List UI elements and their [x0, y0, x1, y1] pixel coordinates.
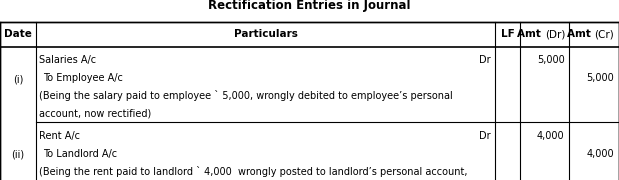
- Text: 4,000: 4,000: [537, 131, 565, 141]
- Text: Dr: Dr: [478, 131, 490, 141]
- Text: (Dr): (Dr): [545, 29, 565, 39]
- Text: Amt: Amt: [517, 29, 545, 39]
- Text: (Being the rent paid to landlord ` 4,000  wrongly posted to landlord’s personal : (Being the rent paid to landlord ` 4,000…: [39, 166, 467, 177]
- Text: Salaries A/c: Salaries A/c: [39, 55, 96, 65]
- Text: Rectification Entries in Journal: Rectification Entries in Journal: [208, 0, 411, 12]
- Text: (i): (i): [13, 74, 23, 84]
- Text: To Employee A/c: To Employee A/c: [43, 73, 123, 83]
- Text: Rent A/c: Rent A/c: [39, 131, 80, 141]
- Text: Date: Date: [4, 29, 32, 39]
- Text: To Landlord A/c: To Landlord A/c: [43, 148, 118, 159]
- Text: account, now rectified): account, now rectified): [39, 109, 151, 118]
- Text: Particulars: Particulars: [233, 29, 298, 39]
- Text: 4,000: 4,000: [586, 148, 614, 159]
- Text: (ii): (ii): [11, 150, 25, 160]
- Text: 5,000: 5,000: [586, 73, 614, 83]
- Text: (Cr): (Cr): [594, 29, 614, 39]
- Text: Amt: Amt: [567, 29, 594, 39]
- Text: Dr: Dr: [478, 55, 490, 65]
- Text: (Being the salary paid to employee ` 5,000, wrongly debited to employee’s person: (Being the salary paid to employee ` 5,0…: [39, 90, 452, 101]
- Text: 5,000: 5,000: [537, 55, 565, 65]
- Text: LF: LF: [501, 29, 514, 39]
